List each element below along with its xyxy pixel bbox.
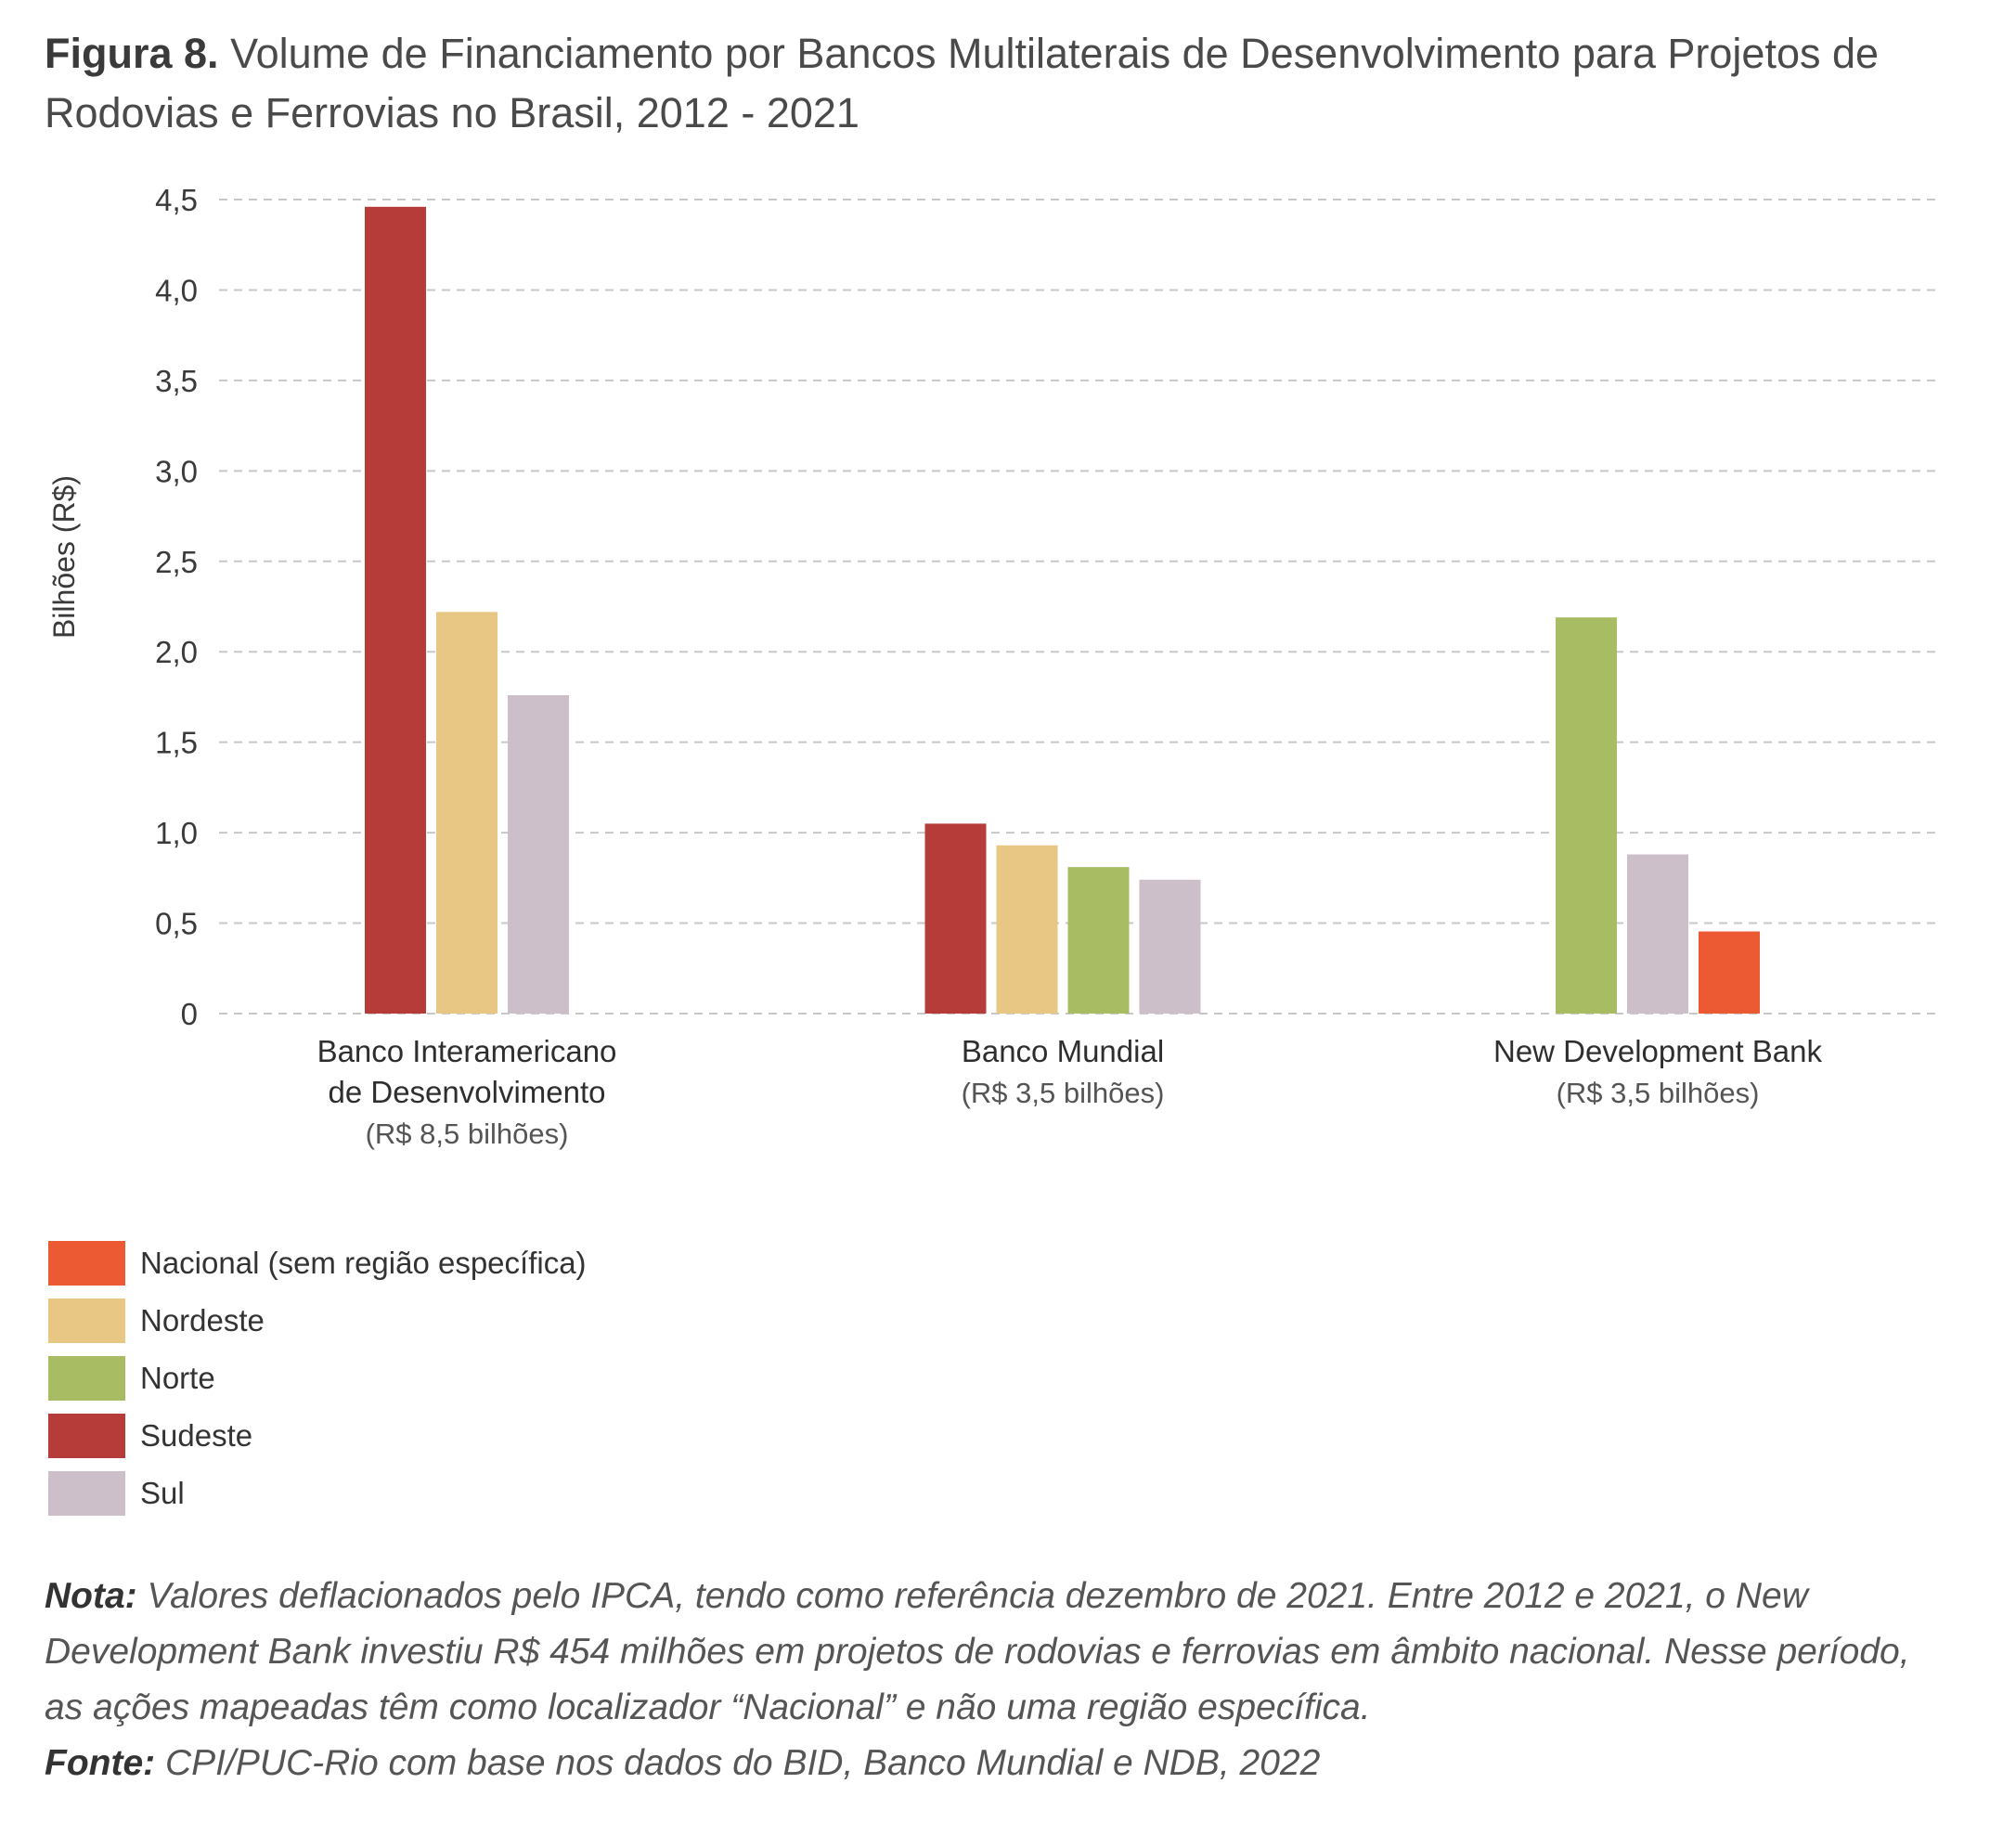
fonte-paragraph: Fonte: CPI/PUC-Rio com base nos dados do…: [45, 1736, 1957, 1791]
legend-swatch: [48, 1299, 125, 1343]
figure-title-text: Volume de Financiamento por Bancos Multi…: [45, 30, 1880, 136]
legend-label: Nordeste: [140, 1303, 265, 1338]
x-category-label: New Development Bank: [1493, 1034, 1823, 1068]
y-tick-label: 3,0: [155, 454, 198, 488]
legend-item: Sul: [48, 1465, 587, 1522]
x-category-total: (R$ 8,5 bilhões): [366, 1118, 569, 1150]
x-category-label: Banco Interamericano: [317, 1034, 617, 1068]
legend-label: Nacional (sem região específica): [140, 1246, 587, 1280]
y-tick-label: 4,5: [155, 183, 198, 217]
bar: [1139, 879, 1201, 1014]
fonte-label: Fonte:: [45, 1743, 156, 1783]
bar: [1556, 617, 1617, 1014]
y-tick-label: 4,0: [155, 273, 198, 307]
legend-label: Norte: [140, 1361, 215, 1395]
x-category-label: Banco Mundial: [962, 1034, 1164, 1068]
nota-paragraph: Nota: Valores deflacionados pelo IPCA, t…: [45, 1569, 1957, 1736]
bar: [1699, 931, 1760, 1014]
y-tick-label: 1,5: [155, 726, 198, 760]
bar: [436, 612, 497, 1014]
bars: [365, 206, 1760, 1014]
y-tick-label: 2,0: [155, 635, 198, 669]
legend-item: Norte: [48, 1350, 587, 1407]
x-axis-category-labels: Banco Interamericano de Desenvolvimento (R…: [317, 1034, 1823, 1150]
legend-label: Sul: [140, 1476, 185, 1510]
legend-swatch: [48, 1414, 125, 1458]
legend: Nacional (sem região específica) Nordeste…: [48, 1234, 587, 1522]
chart-title: Figura 8. Volume de Financiamento por Ba…: [45, 24, 1957, 143]
legend-swatch: [48, 1471, 125, 1516]
x-category-label: de Desenvolvimento: [329, 1075, 606, 1109]
nota-text: Valores deflacionados pelo IPCA, tendo c…: [45, 1576, 1910, 1727]
y-axis-ticks: 0 0,5 1,0 1,5 2,0 2,5 3,0 3,5 4,0 4,5: [155, 183, 198, 1031]
bar: [1627, 854, 1688, 1014]
legend-item: Nordeste: [48, 1292, 587, 1350]
y-tick-label: 3,5: [155, 364, 198, 398]
bar: [365, 206, 426, 1014]
x-category-total: (R$ 3,5 bilhões): [962, 1077, 1165, 1109]
nota-label: Nota:: [45, 1576, 137, 1616]
legend-item: Sudeste: [48, 1407, 587, 1465]
legend-swatch: [48, 1241, 125, 1286]
figure-label: Figura 8.: [45, 30, 219, 77]
y-tick-label: 2,5: [155, 545, 198, 579]
y-tick-label: 1,0: [155, 816, 198, 850]
bar: [508, 694, 569, 1014]
bar: [1067, 867, 1130, 1014]
bar-chart: 0 0,5 1,0 1,5 2,0 2,5 3,0 3,5 4,0 4,5 Bilhões (R$…: [47, 183, 1935, 1150]
y-tick-label: 0,5: [155, 907, 198, 941]
fonte-text: CPI/PUC-Rio com base nos dados do BID, B…: [164, 1743, 1321, 1783]
legend-label: Sudeste: [140, 1418, 253, 1453]
x-category-total: (R$ 3,5 bilhões): [1557, 1077, 1760, 1109]
bar: [996, 845, 1058, 1014]
y-tick-label: 0: [181, 997, 198, 1031]
legend-swatch: [48, 1356, 125, 1401]
chart-notes: Nota: Valores deflacionados pelo IPCA, t…: [45, 1569, 1957, 1791]
legend-item: Nacional (sem região específica): [48, 1234, 587, 1292]
y-axis-label: Bilhões (R$): [47, 475, 81, 639]
bar: [924, 823, 987, 1014]
